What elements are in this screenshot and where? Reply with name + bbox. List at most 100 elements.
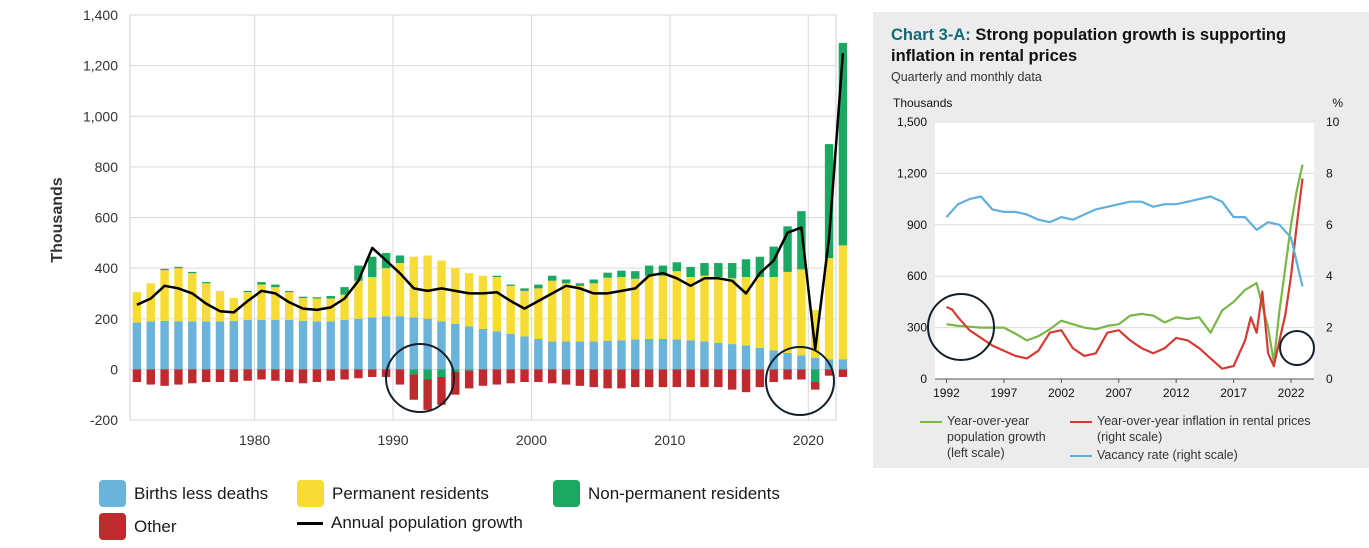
bar-other [686, 369, 695, 388]
bar-nonperm [174, 266, 183, 269]
bar-permanent [368, 276, 377, 318]
bar-births [617, 340, 626, 370]
bar-other [548, 369, 557, 384]
bar-births [326, 321, 335, 370]
bar-other [437, 376, 446, 405]
legend-nonperm-swatch [553, 480, 580, 507]
right-right-unit: % [1332, 96, 1343, 110]
right-left-tick-label: 0 [920, 372, 927, 386]
bar-births [160, 320, 169, 370]
legend-births-label: Births less deaths [134, 483, 269, 503]
bar-nonperm [423, 369, 432, 380]
bar-births [174, 321, 183, 370]
bar-nonperm [617, 270, 626, 277]
highlight-circles [385, 343, 835, 416]
bar-other [838, 369, 848, 377]
bar-other [575, 369, 585, 386]
bar-permanent [215, 290, 225, 322]
right-x-tick-label: 2012 [1163, 386, 1190, 400]
bar-other [312, 369, 322, 383]
legend-other: Other [99, 513, 177, 540]
left-growth-line [136, 52, 845, 351]
bar-nonperm [520, 288, 529, 291]
bar-nonperm [727, 263, 737, 279]
right-highlight-circles [927, 293, 1315, 366]
left-x-tick-label: 1980 [239, 432, 270, 448]
bar-other [229, 369, 239, 383]
bar-permanent [769, 276, 778, 351]
bar-permanent [437, 260, 446, 322]
bar-births [229, 320, 239, 370]
right-chart-title-text: Strong population growth is supporting i… [891, 26, 1287, 65]
bar-other [395, 369, 405, 385]
legend-births: Births less deaths [99, 480, 268, 507]
bar-permanent [783, 271, 792, 353]
bar-other [423, 379, 432, 410]
bar-permanent [340, 294, 349, 321]
bar-births [381, 316, 391, 370]
bar-other [797, 369, 806, 380]
bar-other [700, 369, 709, 388]
bar-permanent [575, 285, 585, 342]
bar-permanent [534, 288, 543, 339]
bar-births [741, 345, 751, 370]
bar-births [340, 320, 349, 370]
bar-other [755, 369, 765, 388]
right-chart: Thousands % 0 300 600 900 1,200 1,500 0 2 4 6 8 10 1… [893, 96, 1343, 400]
left-y-tick-label: 800 [95, 159, 119, 175]
bar-permanent [797, 269, 806, 356]
bar-other [243, 369, 252, 381]
right-left-tick-label: 1,500 [897, 115, 927, 129]
highlight-circle-2019 [765, 346, 835, 416]
bar-permanent [727, 278, 737, 345]
right-legend-pop-line [920, 421, 942, 423]
bar-nonperm [243, 290, 252, 293]
bar-births [395, 316, 405, 370]
bar-other [644, 369, 654, 388]
bar-permanent [464, 273, 474, 327]
legend-growth-line: Annual population growth [297, 513, 523, 533]
right-left-unit: Thousands [893, 96, 952, 110]
bar-births [727, 344, 737, 370]
right-left-tick-label: 1,200 [897, 166, 927, 180]
legend-growth-line-label: Annual population growth [331, 513, 523, 532]
left-y-tick-label: -200 [90, 412, 118, 428]
right-legend-pop-label: Year-over-year population growth (left s… [947, 414, 1046, 460]
bar-births [672, 339, 682, 370]
bar-permanent [617, 276, 626, 341]
bar-other [188, 369, 197, 384]
bar-births [271, 320, 280, 370]
bar-permanent [561, 283, 571, 342]
bar-births [146, 321, 155, 370]
bar-nonperm [755, 256, 765, 277]
bar-nonperm [201, 282, 211, 284]
bar-births [257, 320, 266, 370]
bar-permanent [838, 245, 848, 360]
bar-other [741, 369, 751, 393]
bar-births [755, 347, 765, 370]
bar-nonperm [603, 272, 612, 278]
bar-permanent [160, 270, 169, 321]
bar-nonperm [492, 275, 502, 277]
bar-permanent [132, 292, 142, 323]
bar-births [783, 352, 792, 370]
bar-other [824, 369, 834, 376]
bar-nonperm [589, 279, 598, 284]
bar-permanent [603, 277, 612, 342]
bar-other [714, 369, 723, 388]
bar-permanent [672, 271, 682, 340]
right-chart-subtitle: Quarterly and monthly data [891, 70, 1042, 84]
bar-permanent [811, 309, 820, 358]
bar-nonperm [561, 279, 571, 284]
bar-nonperm [298, 296, 308, 298]
bar-births [132, 322, 142, 370]
legend-nonperm: Non-permanent residents [553, 480, 780, 507]
right-legend-vac-label: Vacancy rate (right scale) [1097, 448, 1238, 462]
left-y-tick-label: 400 [95, 260, 119, 276]
right-right-tick-label: 2 [1326, 321, 1333, 335]
bar-other [492, 369, 502, 385]
bar-other [478, 369, 488, 386]
right-right-tick-label: 6 [1326, 218, 1333, 232]
bar-births [644, 339, 654, 370]
bar-nonperm [257, 282, 266, 285]
